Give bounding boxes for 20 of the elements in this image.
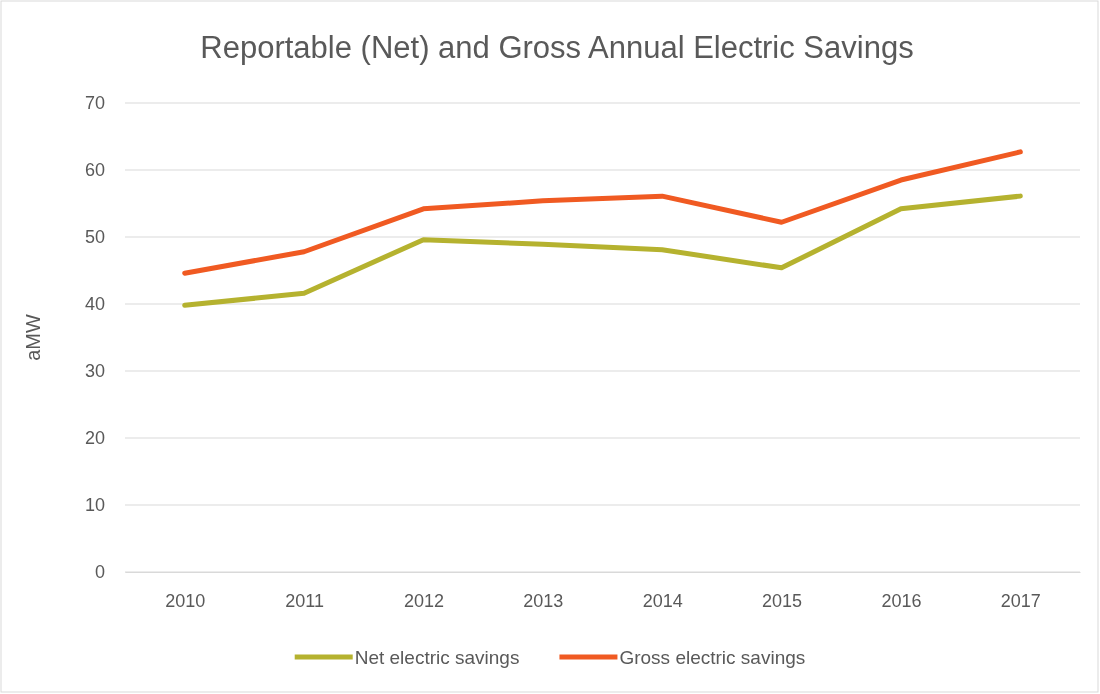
chart-title: Reportable (Net) and Gross Annual Electric Savings <box>200 30 914 65</box>
y-tick-label: 60 <box>84 160 105 181</box>
y-axis-title: aMW <box>22 314 44 361</box>
y-tick-label: 10 <box>84 495 105 516</box>
x-tick-label: 2011 <box>285 590 324 611</box>
x-tick-label: 2017 <box>1000 590 1041 611</box>
y-tick-label: 0 <box>94 562 105 583</box>
legend-label: Net electric savings <box>354 647 520 668</box>
y-tick-label: 70 <box>84 93 105 114</box>
legend-label: Gross electric savings <box>619 647 806 668</box>
y-tick-label: 30 <box>84 361 105 382</box>
y-tick-label: 50 <box>84 227 105 248</box>
x-tick-label: 2010 <box>165 590 206 611</box>
x-tick-label: 2015 <box>762 590 803 611</box>
y-tick-label: 20 <box>84 428 105 449</box>
x-tick-label: 2013 <box>523 590 564 611</box>
x-tick-label: 2014 <box>642 590 683 611</box>
x-tick-label: 2016 <box>881 590 922 611</box>
x-tick-label: 2012 <box>403 590 444 611</box>
y-tick-label: 40 <box>84 294 105 315</box>
